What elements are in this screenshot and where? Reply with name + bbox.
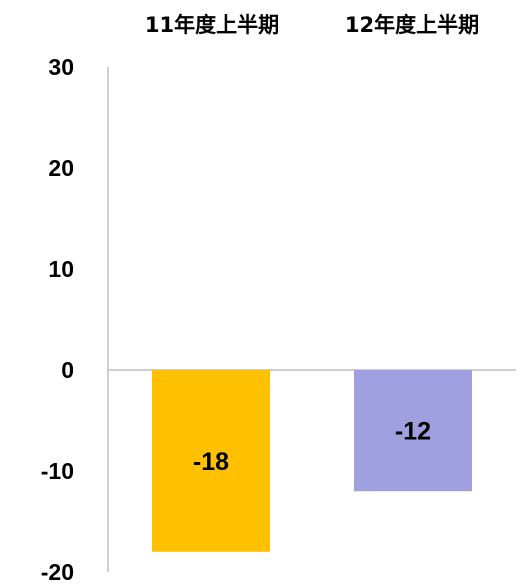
category-label-1: 11年度上半期: [145, 13, 279, 37]
y-tick-label-20: 20: [48, 155, 74, 181]
category-label-2: 12年度上半期: [345, 13, 479, 37]
bar-11h1: [152, 370, 270, 552]
bars: [152, 370, 472, 552]
y-tick-label-neg20: -20: [41, 559, 74, 585]
y-axis-tick-labels: 30 20 10 0 -10 -20: [41, 54, 74, 585]
y-tick-label-neg10: -10: [41, 458, 74, 484]
data-label-11h1: -18: [193, 448, 229, 476]
y-tick-label-10: 10: [48, 256, 74, 282]
category-labels: 11年度上半期 12年度上半期: [145, 13, 479, 37]
y-tick-label-0: 0: [61, 357, 74, 383]
data-labels: -18 -12: [193, 418, 431, 476]
y-tick-label-30: 30: [48, 54, 74, 80]
bar-12h1: [354, 370, 472, 492]
data-label-12h1: -12: [395, 418, 431, 446]
